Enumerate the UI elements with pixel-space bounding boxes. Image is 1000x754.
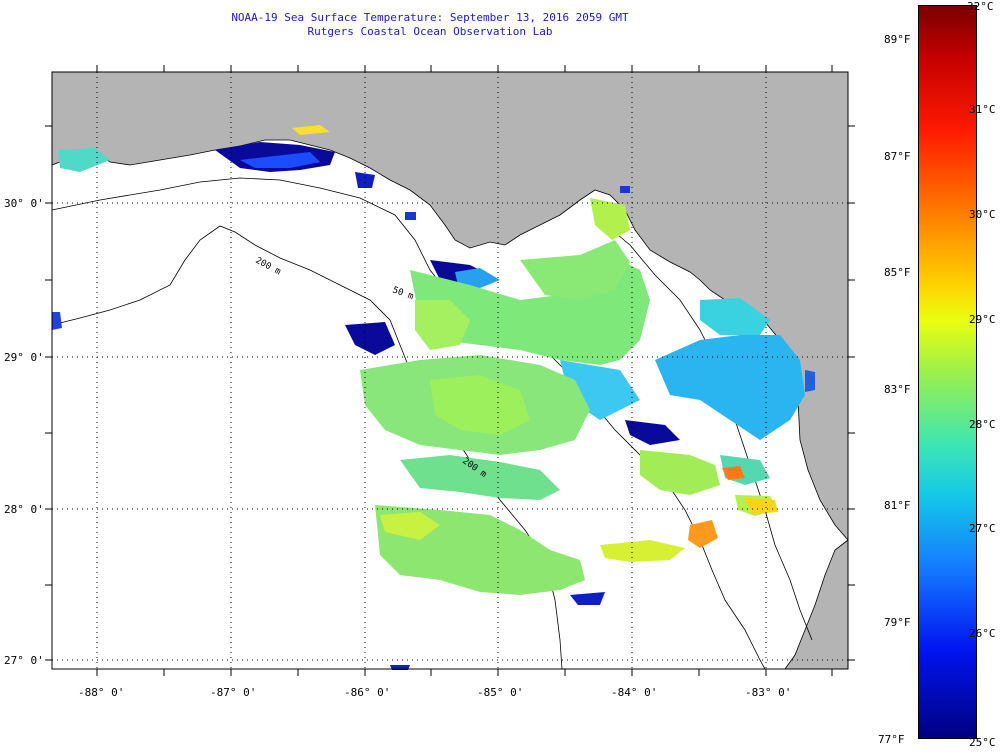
- cb-label-28c: 28°C: [969, 418, 996, 431]
- cb-label-32c: 32°C: [967, 0, 994, 13]
- cb-label-25c: 25°C: [969, 736, 996, 749]
- lat-label-30: 30° 0': [4, 197, 44, 210]
- cb-label-79f: 79°F: [884, 616, 911, 629]
- cb-label-31c: 31°C: [969, 103, 996, 116]
- cb-label-81f: 81°F: [884, 499, 911, 512]
- lat-label-29: 29° 0': [4, 351, 44, 364]
- lon-label-87: -87° 0': [210, 686, 257, 699]
- cb-label-26c: 26°C: [969, 627, 996, 640]
- cb-label-89f: 89°F: [884, 33, 911, 46]
- sst-data-layer: [52, 125, 815, 670]
- lon-label-86: -86° 0': [344, 686, 391, 699]
- chart-title: NOAA-19 Sea Surface Temperature: Septemb…: [231, 11, 629, 24]
- map-frame: [51, 71, 849, 670]
- lon-label-85: -85° 0': [477, 686, 524, 699]
- lon-label-84: -84° 0': [611, 686, 658, 699]
- axis-ticks: [45, 65, 855, 676]
- cb-label-29c: 29°C: [969, 313, 996, 326]
- lat-label-27: 27° 0': [4, 654, 44, 667]
- cb-label-83f: 83°F: [884, 383, 911, 396]
- temperature-colorbar: [918, 5, 977, 739]
- lat-label-28: 28° 0': [4, 503, 44, 516]
- cb-label-85f: 85°F: [884, 266, 911, 279]
- lon-label-88: -88° 0': [78, 686, 125, 699]
- cb-label-87f: 87°F: [884, 150, 911, 163]
- cb-label-77f: 77°F: [878, 733, 905, 746]
- chart-subtitle: Rutgers Coastal Ocean Observation Lab: [307, 25, 553, 38]
- isobath-200m: [51, 225, 563, 670]
- cb-label-30c: 30°C: [969, 208, 996, 221]
- cb-label-27c: 27°C: [969, 522, 996, 535]
- lon-label-83: -83° 0': [745, 686, 792, 699]
